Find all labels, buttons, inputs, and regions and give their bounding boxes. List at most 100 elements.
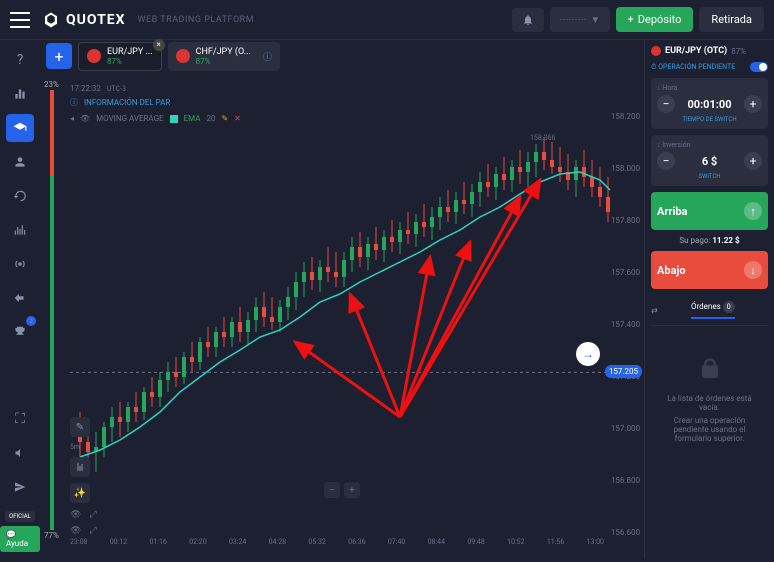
trade-pair-name: EUR/JPY (OTC): [665, 46, 727, 56]
eye-icon[interactable]: 👁: [70, 526, 81, 536]
trade-panel: EUR/JPY (OTC) 87% ⏱ OPERACIÓN PENDIENTE …: [644, 40, 774, 558]
orders-empty-title: La lista de órdenes está vacía.: [661, 394, 758, 412]
time-sublabel: TIEMPO DE SWITCH: [657, 116, 762, 123]
time-tick: 01:16: [149, 538, 166, 552]
investment-section: ↕ Inversión − 6 $ + SWITCH: [651, 135, 768, 186]
sidebar-history-icon[interactable]: [6, 182, 34, 210]
deposit-button[interactable]: + Depósito: [616, 7, 694, 32]
time-tick: 23:08: [70, 538, 87, 552]
price-tick: 156.600: [611, 528, 640, 537]
eye-icon[interactable]: 👁: [70, 510, 81, 520]
time-plus-button[interactable]: +: [744, 95, 762, 113]
peak-label: 158.366: [530, 134, 555, 142]
notifications-button[interactable]: [512, 8, 544, 32]
time-tick: 11:56: [547, 538, 564, 552]
up-button[interactable]: Arriba ↑: [651, 192, 768, 230]
tab-close-icon[interactable]: ×: [153, 39, 165, 51]
sidebar-help-icon[interactable]: ?: [6, 46, 34, 74]
inv-value[interactable]: 6 $: [679, 155, 740, 168]
chart-tools: ✎ 5m ✨: [70, 417, 90, 503]
chart-type-button[interactable]: [70, 457, 90, 477]
brand-text: QUOTEX: [66, 12, 126, 28]
sidebar-market-icon[interactable]: [6, 216, 34, 244]
zoom-out-button[interactable]: −: [324, 482, 340, 498]
current-price-tag: 157.205: [605, 365, 642, 378]
time-tick: 10:52: [507, 538, 524, 552]
top-bar: QUOTEX WEB TRADING PLATFORM ⋯⋯⋯ ▾ + Depó…: [0, 0, 774, 40]
pair-tab[interactable]: CHF/JPY (O...87%ⓘ: [168, 42, 280, 71]
left-sidebar: ? 2 ⛶ OFICIAL 💬 Ayuda: [0, 40, 40, 558]
sidebar-profile-icon[interactable]: [6, 148, 34, 176]
sidebar-fullscreen-icon[interactable]: ⛶: [6, 405, 34, 433]
account-dropdown[interactable]: ⋯⋯⋯ ▾: [550, 7, 610, 32]
pending-toggle-row: ⏱ OPERACIÓN PENDIENTE: [651, 62, 768, 72]
price-tick: 158.200: [611, 112, 640, 121]
logo-icon: [42, 11, 60, 29]
sidebar-signals-icon[interactable]: [6, 250, 34, 278]
price-tick: 157.800: [611, 216, 640, 225]
time-value[interactable]: 00:01:00: [679, 98, 740, 111]
price-tick: 156.800: [611, 476, 640, 485]
orders-empty-icon: [696, 356, 724, 384]
orders-swap-icon[interactable]: ⇄: [651, 306, 658, 315]
oficial-badge: OFICIAL: [5, 511, 35, 522]
visibility-row-2: 👁 ⤢: [70, 526, 97, 536]
trade-pair-pct: 87%: [731, 47, 746, 56]
time-tick: 04:28: [269, 538, 286, 552]
price-tick: 157.600: [611, 268, 640, 277]
platform-label: WEB TRADING PLATFORM: [138, 15, 255, 25]
sidebar-education-icon[interactable]: [6, 114, 34, 142]
time-tick: 07:40: [388, 538, 405, 552]
down-button[interactable]: Abajo ↓: [651, 251, 768, 289]
inv-minus-button[interactable]: −: [657, 152, 675, 170]
sidebar-stats-icon[interactable]: [6, 80, 34, 108]
time-tick: 13:00: [587, 538, 604, 552]
collapse-icon[interactable]: ⤢: [89, 510, 96, 520]
bell-icon: [522, 14, 534, 26]
inv-plus-button[interactable]: +: [744, 152, 762, 170]
time-tick: 02:20: [189, 538, 206, 552]
logo[interactable]: QUOTEX: [42, 11, 126, 29]
time-tick: 09:48: [467, 538, 484, 552]
orders-empty-subtitle: Crear una operación pendiente usando el …: [661, 416, 758, 443]
price-tick: 157.400: [611, 320, 640, 329]
price-axis: 158.200 158.000 157.800 157.600 157.400 157.2…: [604, 112, 640, 528]
price-tick: 158.000: [611, 164, 640, 173]
time-axis: 23:08 00:12 01:16 02:20 03:24 04:28 05:32 06:36…: [70, 538, 604, 552]
trade-pair[interactable]: EUR/JPY (OTC) 87%: [651, 46, 768, 56]
chart-container: 23% 77% 17:22:32 UTC-3 ⓘ INFORMACIÓN DEL…: [40, 72, 644, 558]
indicators-button[interactable]: ✨: [70, 483, 90, 503]
orders-header: ⇄ Órdenes 0: [651, 295, 768, 326]
pair-tab[interactable]: EUR/JPY ...87%×: [78, 42, 162, 71]
sidebar-trophy-icon[interactable]: 2: [6, 318, 34, 346]
visibility-row-1: 👁 ⤢: [70, 510, 97, 520]
sidebar-exit-icon[interactable]: [6, 284, 34, 312]
sidebar-sound-icon[interactable]: [6, 439, 34, 467]
inv-sublabel: SWITCH: [657, 173, 762, 180]
time-tick: 03:24: [229, 538, 246, 552]
draw-tool-button[interactable]: ✎: [70, 417, 90, 437]
zoom-in-button[interactable]: +: [344, 482, 360, 498]
add-tab-button[interactable]: +: [46, 43, 72, 69]
time-tick: 08:44: [428, 538, 445, 552]
go-to-current-button[interactable]: →: [576, 342, 600, 366]
time-tick: 05:32: [308, 538, 325, 552]
collapse-icon[interactable]: ⤢: [89, 526, 96, 536]
main-area: + EUR/JPY ...87%×CHF/JPY (O...87%ⓘ 23% 7…: [40, 40, 644, 558]
menu-icon[interactable]: [10, 12, 30, 28]
tabs-row: + EUR/JPY ...87%×CHF/JPY (O...87%ⓘ: [40, 40, 644, 72]
time-tick: 00:12: [110, 538, 127, 552]
orders-empty: La lista de órdenes está vacía. Crear un…: [651, 346, 768, 453]
orders-tab[interactable]: Órdenes 0: [691, 301, 735, 319]
time-minus-button[interactable]: −: [657, 95, 675, 113]
zoom-controls: − +: [324, 482, 360, 498]
pending-toggle[interactable]: [750, 62, 768, 72]
timeframe-label[interactable]: 5m: [70, 443, 90, 451]
payout-text: Su pago: 11.22 $: [651, 236, 768, 245]
sidebar-send-icon[interactable]: [6, 473, 34, 501]
price-tick: 157.000: [611, 424, 640, 433]
time-tick: 06:36: [348, 538, 365, 552]
time-section: ↕ Hora − 00:01:00 + TIEMPO DE SWITCH: [651, 78, 768, 129]
withdraw-button[interactable]: Retirada: [699, 7, 764, 32]
ayuda-button[interactable]: 💬 Ayuda: [0, 526, 40, 552]
